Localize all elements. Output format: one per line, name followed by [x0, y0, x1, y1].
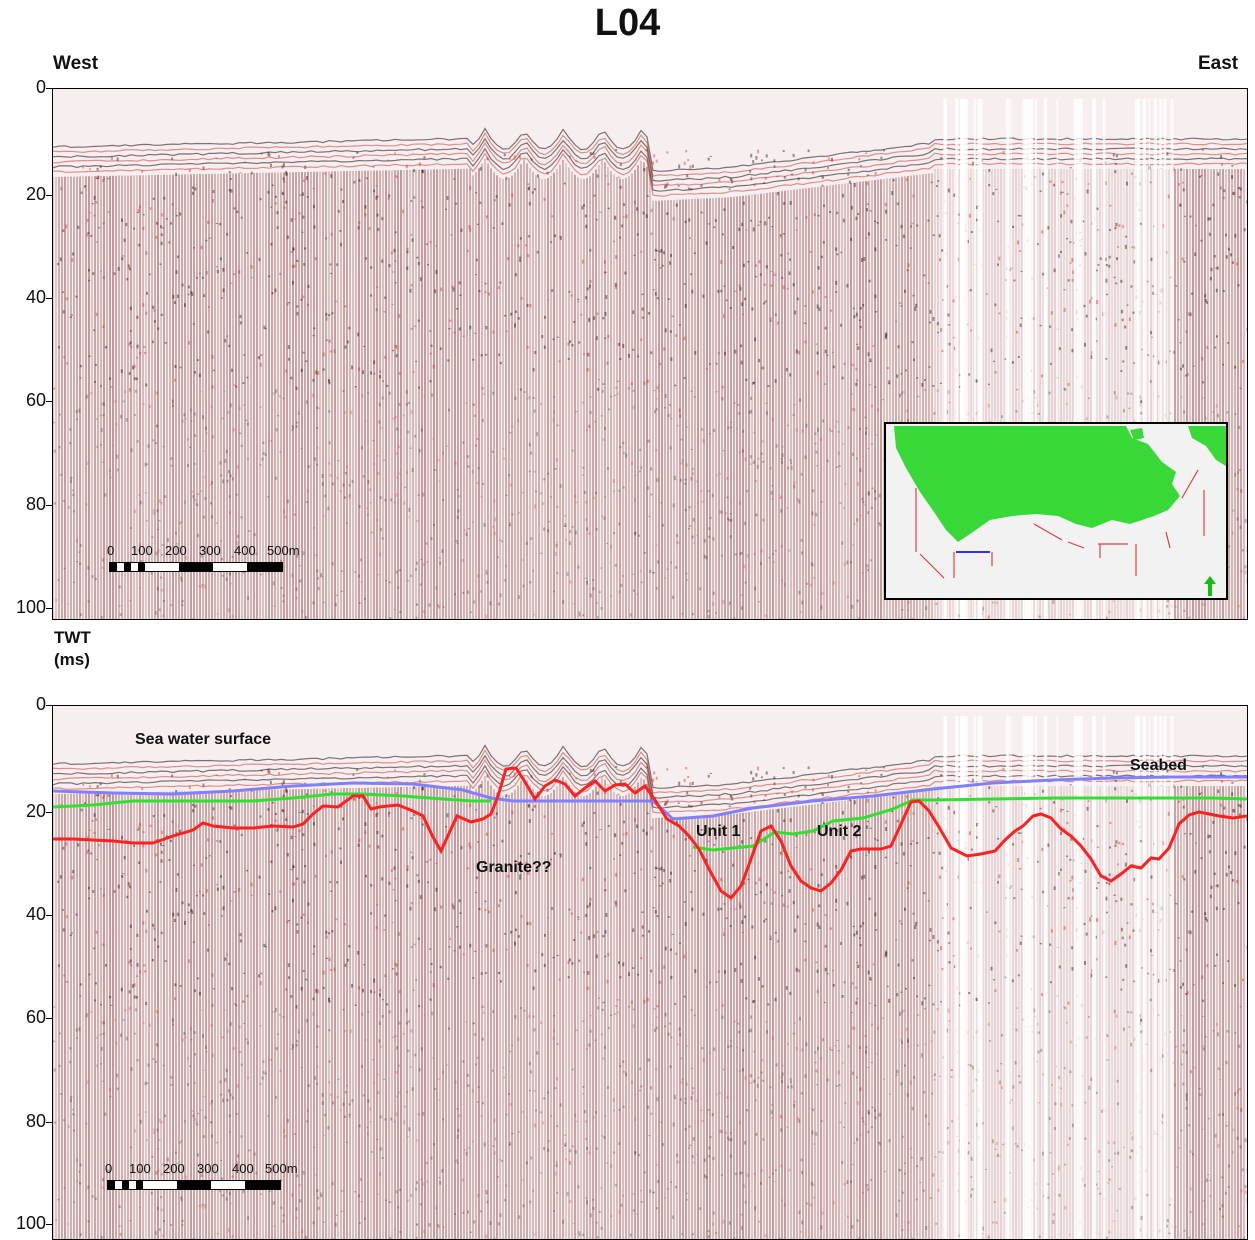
scale-label: 0 [105, 1161, 113, 1176]
scale-label: 200 [165, 543, 187, 558]
seismic-profile-interpreted: Sea water surface Seabed Granite?? Unit … [52, 705, 1248, 1240]
tick-label: 20 [25, 184, 46, 204]
tick-mark [46, 705, 54, 706]
scale-label: 500m [267, 543, 300, 558]
scale-bar-graphic [109, 562, 283, 572]
scale-label: 300 [197, 1161, 219, 1176]
east-label: East [1198, 53, 1239, 74]
tick-mark [46, 608, 54, 609]
tick-mark [46, 195, 54, 196]
tick-label: 100 [15, 597, 46, 617]
tick-label: 40 [25, 287, 46, 307]
axis-title-line2: (ms) [54, 650, 90, 669]
scale-label: 200 [163, 1161, 185, 1176]
tick-label: 60 [25, 390, 46, 410]
scale-bar-graphic [107, 1180, 281, 1190]
survey-line [1067, 541, 1085, 549]
tick-mark [46, 1224, 54, 1225]
tick-label: 60 [25, 1007, 46, 1027]
survey-line [919, 553, 945, 579]
annotation-seabed: Seabed [1130, 757, 1187, 774]
west-label: West [53, 53, 99, 74]
survey-line [1181, 469, 1199, 499]
scale-label: 0 [107, 543, 115, 558]
annotation-unit-2: Unit 2 [817, 823, 862, 840]
inset-land-east [1188, 426, 1226, 466]
scale-label: 100 [129, 1161, 151, 1176]
tick-label: 80 [25, 494, 46, 514]
axis-title: TWT (ms) [54, 627, 91, 671]
tick-mark [46, 505, 54, 506]
figure-title: L04 [594, 2, 661, 44]
survey-line [1165, 531, 1171, 549]
tick-mark [46, 1018, 54, 1019]
seismic-section [53, 716, 1247, 1239]
tick-label: 20 [25, 801, 46, 821]
survey-line [1033, 523, 1063, 541]
annotation-unit-1: Unit 1 [696, 823, 741, 840]
seismic-section [53, 99, 1247, 619]
inset-land-islet [1130, 428, 1144, 440]
tick-mark [46, 88, 54, 89]
north-arrow-icon [1204, 576, 1216, 596]
tick-label: 100 [15, 1213, 46, 1233]
tick-label: 80 [25, 1111, 46, 1131]
scale-label: 500m [265, 1161, 298, 1176]
tick-mark [46, 401, 54, 402]
tick-mark [46, 1122, 54, 1123]
tick-label: 0 [35, 694, 46, 714]
tick-mark [46, 812, 54, 813]
annotation-sea-water-surface: Sea water surface [135, 731, 272, 748]
tick-mark [46, 298, 54, 299]
axis-title-line1: TWT [54, 628, 91, 647]
annotation-granite: Granite?? [476, 859, 552, 876]
inset-map-graphic [894, 426, 1226, 596]
scale-label: 400 [234, 543, 256, 558]
inset-land [894, 426, 1180, 542]
scale-label: 300 [199, 543, 221, 558]
location-inset-map [884, 422, 1228, 600]
tick-label: 40 [25, 904, 46, 924]
tick-mark [46, 915, 54, 916]
scale-label: 100 [131, 543, 153, 558]
tick-label: 0 [35, 77, 46, 97]
scale-label: 400 [232, 1161, 254, 1176]
